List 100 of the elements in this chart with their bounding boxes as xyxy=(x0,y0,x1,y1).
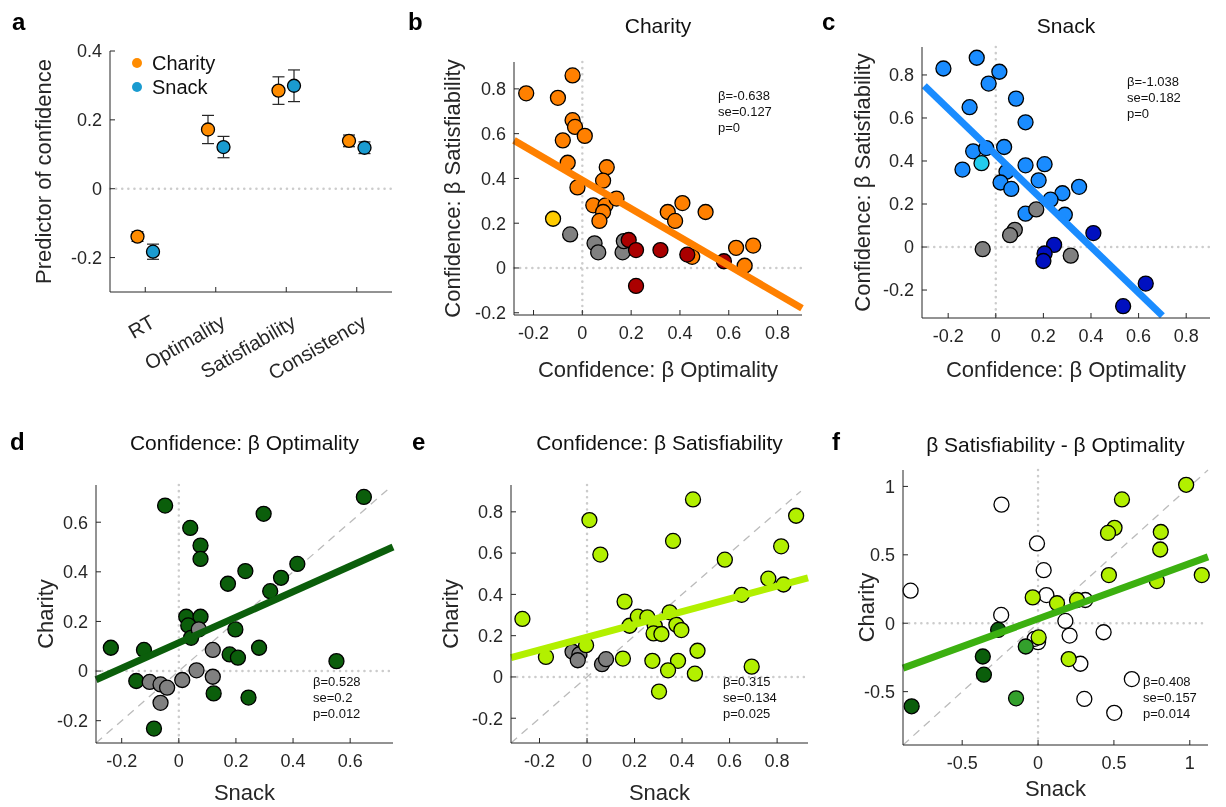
y-tick-label: 0.2 xyxy=(888,194,914,215)
point xyxy=(669,652,687,669)
point xyxy=(272,569,290,586)
annotation: β=-1.038 xyxy=(1127,74,1179,89)
point xyxy=(514,610,531,628)
x-tick-label: 0.8 xyxy=(1173,326,1199,346)
x-tick-label: 0 xyxy=(577,323,588,343)
x-tick-label: 0.4 xyxy=(669,751,695,771)
annotation: p=0 xyxy=(1127,106,1150,121)
point xyxy=(773,538,790,555)
y-tick-label: 0 xyxy=(884,613,895,634)
y-tick-label: 0.6 xyxy=(888,108,914,129)
point xyxy=(1076,690,1093,708)
point xyxy=(174,671,191,689)
point xyxy=(1028,535,1046,552)
annotation: se=0.134 xyxy=(723,690,777,705)
y-tick-label: 1 xyxy=(884,476,895,497)
point xyxy=(554,132,571,149)
chart-title: β Satisfiability - β Optimality xyxy=(926,433,1186,456)
y-tick-label: 0.6 xyxy=(62,512,88,533)
point xyxy=(1017,114,1034,131)
y-tick-label: -0.2 xyxy=(882,280,914,301)
y-tick-label: 0.4 xyxy=(62,562,88,583)
y-tick-label: 0.4 xyxy=(888,151,914,172)
point xyxy=(659,662,677,679)
y-tick-label: 0.2 xyxy=(480,213,506,234)
y-tick-label: 0.8 xyxy=(477,502,503,523)
point xyxy=(1070,178,1088,195)
point xyxy=(1193,566,1210,584)
point xyxy=(954,161,971,178)
point xyxy=(152,694,169,711)
point xyxy=(581,511,598,529)
point xyxy=(1123,670,1140,688)
point xyxy=(1017,638,1034,655)
point xyxy=(328,652,345,670)
point xyxy=(289,555,306,573)
x-tick-label: 0.4 xyxy=(667,323,693,343)
x-tick-label: 0.2 xyxy=(1030,326,1056,346)
x-tick-label: 1 xyxy=(1184,753,1195,773)
point xyxy=(591,212,608,230)
point xyxy=(902,582,919,599)
x-tick-label: -0.2 xyxy=(106,751,138,771)
point xyxy=(597,651,615,668)
point xyxy=(666,212,684,230)
y-tick-label: 0.2 xyxy=(76,110,102,131)
annotation: se=0.2 xyxy=(313,690,353,705)
point xyxy=(1106,704,1123,721)
x-tick-label: 0.4 xyxy=(280,751,306,771)
x-axis-title: Snack xyxy=(213,780,277,805)
point xyxy=(991,63,1008,80)
point xyxy=(1099,524,1117,542)
y-tick-label: 0.4 xyxy=(480,168,506,189)
point xyxy=(653,625,670,643)
point xyxy=(760,570,777,587)
point xyxy=(250,639,268,656)
y-tick-label: 0 xyxy=(91,179,102,200)
x-tick-label: 0.8 xyxy=(764,751,790,771)
text: c xyxy=(822,8,836,35)
x-tick-label: 0.6 xyxy=(337,751,363,771)
point xyxy=(1085,224,1102,242)
y-tick-label: 0.8 xyxy=(480,79,506,100)
y-tick-label: 0 xyxy=(495,258,506,279)
point xyxy=(1114,298,1132,315)
y-axis-title: Confidence: β Satisfiability xyxy=(439,59,465,318)
point xyxy=(968,49,985,66)
point xyxy=(961,99,978,116)
y-tick-label: -0.2 xyxy=(471,708,503,729)
y-axis-title: Charity xyxy=(437,579,463,649)
point xyxy=(219,575,237,592)
point xyxy=(1178,476,1195,493)
y-tick-label: 0 xyxy=(903,237,914,258)
point xyxy=(518,85,535,102)
point xyxy=(935,60,952,77)
legend-label: Snack xyxy=(152,76,209,98)
annotation: β=0.315 xyxy=(723,674,771,689)
point xyxy=(1152,523,1169,541)
x-tick-label: 0.6 xyxy=(1126,326,1152,346)
point xyxy=(745,237,762,254)
point xyxy=(204,668,221,685)
y-tick-label: 0.8 xyxy=(888,65,914,86)
point xyxy=(974,648,991,665)
point xyxy=(1095,624,1112,641)
point xyxy=(255,505,272,522)
point xyxy=(262,583,279,600)
point xyxy=(903,698,920,715)
x-tick-label: 0 xyxy=(990,326,1001,346)
point xyxy=(650,683,668,700)
point xyxy=(1152,541,1169,558)
x-tick-label: 0.2 xyxy=(618,323,644,343)
annotation: p=0.012 xyxy=(313,706,361,721)
point xyxy=(1030,629,1047,646)
y-tick-label: 0.2 xyxy=(477,625,503,646)
chart-title: Charity xyxy=(624,14,692,37)
point xyxy=(182,519,199,537)
point xyxy=(576,127,593,145)
point xyxy=(1062,247,1079,264)
x-tick-label: 0.6 xyxy=(716,323,742,343)
x-axis-title: Snack xyxy=(1024,776,1088,801)
point xyxy=(697,203,714,221)
y-tick-label: 0.4 xyxy=(76,41,102,62)
